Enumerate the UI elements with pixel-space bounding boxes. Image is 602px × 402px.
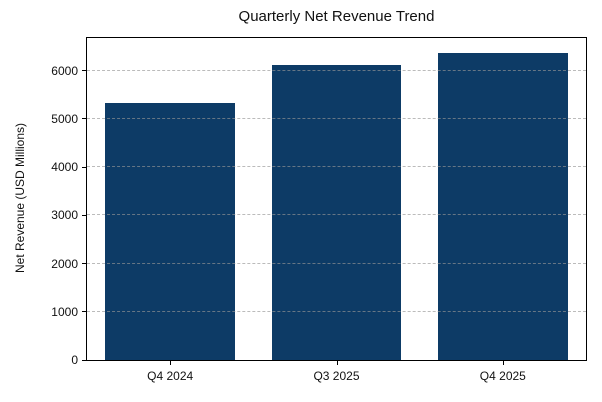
gridline-y-4000	[87, 166, 586, 168]
gridline-y-2000	[87, 262, 586, 264]
y-tick-mark	[82, 263, 86, 265]
bar-q4-2024	[105, 103, 236, 360]
plot-area	[86, 37, 587, 361]
y-axis-label: Net Revenue (USD Millions)	[13, 122, 27, 274]
y-tick-label: 6000	[51, 63, 78, 78]
y-tick-label: 0	[71, 353, 78, 367]
bar-q4-2025	[437, 52, 568, 360]
y-tick-label: 5000	[51, 111, 78, 126]
gridline-y-3000	[87, 214, 586, 216]
x-tick-label: Q4 2025	[479, 369, 526, 383]
gridline-y-1000	[87, 310, 586, 312]
y-tick-mark	[82, 311, 86, 313]
x-tick-label: Q4 2024	[147, 369, 194, 383]
x-tick-mark	[502, 361, 504, 365]
gridline-y-5000	[87, 117, 586, 119]
chart-title: Quarterly Net Revenue Trend	[238, 8, 435, 25]
y-tick-mark	[82, 359, 86, 361]
y-tick-mark	[82, 118, 86, 120]
y-tick-label: 4000	[51, 160, 78, 175]
y-tick-mark	[82, 214, 86, 216]
y-tick-mark	[82, 166, 86, 168]
y-tick-label: 2000	[51, 256, 78, 271]
gridline-y-6000	[87, 69, 586, 71]
bar-q3-2025	[271, 64, 402, 360]
x-tick-mark	[170, 361, 172, 365]
y-tick-label: 3000	[51, 208, 78, 223]
y-tick-label: 1000	[51, 304, 78, 319]
x-tick-mark	[336, 361, 338, 365]
y-tick-mark	[82, 70, 86, 72]
x-tick-label: Q3 2025	[313, 369, 360, 383]
